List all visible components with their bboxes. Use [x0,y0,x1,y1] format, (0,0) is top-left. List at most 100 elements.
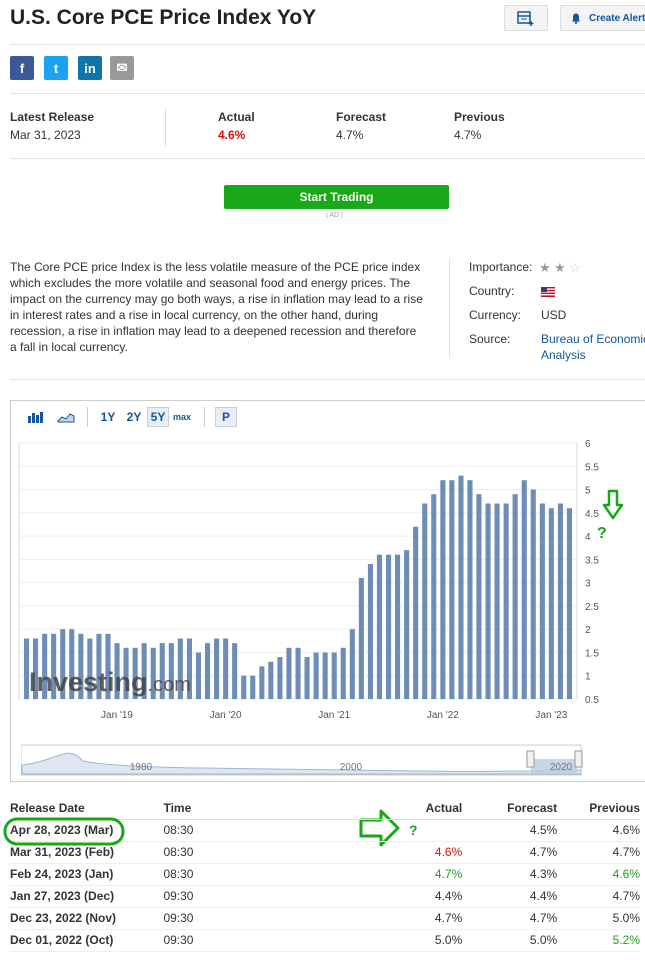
chart-bar[interactable] [539,503,545,700]
col-header-release-date[interactable]: Release Date [10,797,164,820]
chart-navigator[interactable]: 1980 2000 2020 [21,743,591,779]
chart-bar[interactable] [60,629,66,699]
chart-bar[interactable] [24,638,30,700]
x-tick-label: Jan '20 [210,710,242,721]
source-link-line1[interactable]: Bureau of Economic [541,332,645,346]
chart-bar[interactable] [96,633,102,699]
create-alert-button[interactable]: Create Alert [560,5,645,31]
chart-bar[interactable] [33,638,39,700]
chart-bar[interactable] [105,633,111,699]
table-row[interactable]: Feb 24, 2023 (Jan) 08:30 4.7% 4.3% 4.6% [10,863,640,886]
chart-bar[interactable] [340,647,346,699]
chart-bar[interactable] [376,554,382,699]
range-button-5y[interactable]: 5Y [147,407,169,427]
chart-bar[interactable] [494,503,500,700]
chart-bar[interactable] [205,643,211,699]
y-tick-label: 4 [585,532,591,543]
table-row[interactable]: Mar 31, 2023 (Feb) 08:30 4.6% 4.7% 4.7% [10,841,640,864]
chart-bar[interactable] [195,652,201,700]
twitter-share-button[interactable]: t [44,56,68,80]
chart-bar[interactable] [141,643,147,699]
chart-bar[interactable] [548,508,554,699]
chart-bar[interactable] [223,638,229,700]
chart-bar[interactable] [214,638,220,700]
chart-bar[interactable] [358,578,364,699]
chart-bar[interactable] [304,657,310,699]
chart-bar[interactable] [449,480,455,699]
chart-bar[interactable] [422,503,428,700]
chart-bar[interactable] [51,633,57,699]
chart-bar[interactable] [503,503,509,700]
add-to-calendar-button[interactable] [504,5,548,31]
chart-bar[interactable] [241,675,247,699]
chart-bar[interactable] [458,475,464,699]
chart-bar[interactable] [331,652,337,700]
range-button-max[interactable]: max [172,412,191,422]
chart-bar[interactable] [277,657,283,699]
chart-bar[interactable] [168,643,174,699]
chart-bar[interactable] [123,647,129,699]
chart-bar[interactable] [150,647,156,699]
navigator-selection[interactable] [531,759,577,774]
chart-bar[interactable] [404,550,410,699]
chart-bar[interactable] [349,629,355,699]
chart-bar[interactable] [476,494,482,699]
forecast-cell: 4.4% [462,885,558,908]
chart-bar[interactable] [87,638,93,700]
source-link-line2[interactable]: Analysis [541,348,586,362]
chart-bar[interactable] [313,652,319,700]
chart-bar[interactable] [521,480,527,699]
chart-bar[interactable] [250,675,256,699]
navigator-handle[interactable] [526,750,535,768]
chart-bar[interactable] [268,661,274,699]
table-row[interactable]: Jan 27, 2023 (Dec) 09:30 4.4% 4.4% 4.7% [10,885,640,908]
bar-chart-toggle[interactable] [23,407,49,427]
chart-bar[interactable] [322,652,328,700]
chart-bar[interactable] [566,508,572,699]
start-trading-button[interactable]: Start Trading [224,185,449,209]
range-button-1y[interactable]: 1Y [100,410,116,424]
chart-bar[interactable] [440,480,446,699]
x-tick-label: Jan '19 [101,710,133,721]
chart-bar[interactable] [431,494,437,699]
chart-bar[interactable] [485,503,491,700]
linkedin-share-button[interactable]: in [78,56,102,80]
facebook-share-button[interactable]: f [10,56,34,80]
col-header-forecast[interactable]: Forecast [462,797,558,820]
chart-bar[interactable] [386,554,392,699]
chart-bar[interactable] [467,480,473,699]
chart-bar[interactable] [530,489,536,700]
chart-bar[interactable] [259,666,265,699]
area-chart-toggle[interactable] [53,407,79,427]
actual-cell: 5.0% [324,929,463,952]
col-header-previous[interactable]: Previous [557,797,640,820]
time-cell: 08:30 [163,841,325,864]
source-link[interactable]: Bureau of Economic Analysis [541,332,645,362]
table-row[interactable]: Dec 01, 2022 (Oct) 09:30 5.0% 5.0% 5.2% [10,929,640,952]
navigator-handle[interactable] [574,750,583,768]
col-header-time[interactable]: Time [163,797,325,820]
chart-bar[interactable] [232,643,238,699]
chart-bar[interactable] [186,638,192,700]
chart-bar[interactable] [177,638,183,700]
chart-bar[interactable] [286,647,292,699]
chart-bar[interactable] [295,647,301,699]
chart-bar[interactable] [114,643,120,699]
chart-bar[interactable] [132,647,138,699]
table-row[interactable]: Apr 28, 2023 (Mar) 08:30 4.5% 4.6% [10,819,640,842]
chart-bar[interactable] [69,629,75,699]
chart-bar[interactable] [367,564,373,699]
chart-bar[interactable] [42,633,48,699]
range-button-2y[interactable]: 2Y [126,410,142,424]
chart-bar[interactable] [78,633,84,699]
p-button[interactable]: P [215,407,237,427]
chart-bar[interactable] [159,643,165,699]
email-share-button[interactable]: ✉ [110,56,134,80]
chart-bar[interactable] [395,554,401,699]
chart-bar[interactable] [413,526,419,699]
chart-bar[interactable] [557,503,563,700]
navigator-series [21,752,582,775]
chart-bar[interactable] [512,494,518,699]
table-row[interactable]: Dec 23, 2022 (Nov) 09:30 4.7% 4.7% 5.0% [10,907,640,930]
col-header-actual[interactable]: Actual [324,797,463,820]
